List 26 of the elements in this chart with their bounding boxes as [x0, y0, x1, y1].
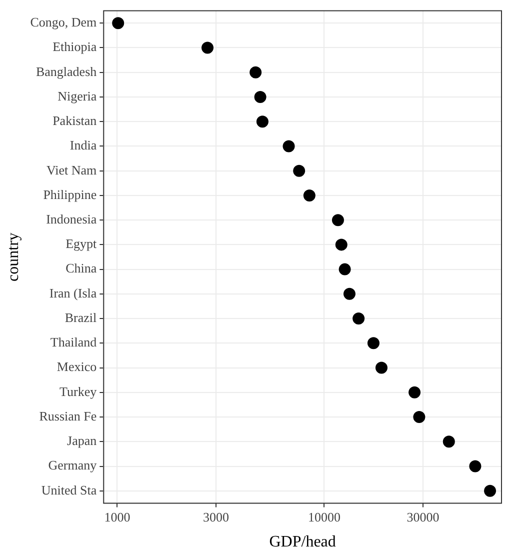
- x-tick-label: 3000: [202, 509, 229, 524]
- y-tick-label: China: [66, 260, 97, 276]
- y-tick-label: Mexico: [56, 359, 97, 374]
- y-tick-label: Nigeria: [58, 88, 97, 104]
- y-tick-label: Philippine: [43, 186, 97, 202]
- y-tick-label: Egypt: [66, 236, 98, 252]
- x-axis-title: GDP/head: [269, 534, 336, 551]
- y-tick-label: Iran (Isla: [49, 285, 97, 300]
- y-tick-label: Ethiopia: [52, 39, 97, 54]
- y-tick-label: Thailand: [50, 334, 98, 350]
- y-tick-label: Bangladesh: [36, 64, 98, 79]
- y-tick-label: Pakistan: [52, 113, 98, 128]
- x-tick-label: 30000: [406, 509, 440, 524]
- y-tick-label: Brazil: [64, 310, 98, 325]
- y-tick-label: Germany: [48, 458, 98, 473]
- y-tick-label: Indonesia: [46, 211, 97, 226]
- y-tick-label: India: [70, 138, 97, 153]
- x-tick-label: 1000: [104, 509, 130, 524]
- y-tick-label: Russian Fe: [39, 408, 97, 424]
- y-tick-label: Japan: [67, 433, 98, 448]
- y-tick-label: Turkey: [60, 384, 98, 399]
- y-axis-title: country: [4, 232, 22, 282]
- x-tick-label: 10000: [308, 509, 340, 524]
- y-tick-label: Congo, Dem: [30, 14, 97, 30]
- y-tick-label: United Sta: [41, 482, 97, 498]
- y-tick-label: Viet Nam: [46, 162, 97, 178]
